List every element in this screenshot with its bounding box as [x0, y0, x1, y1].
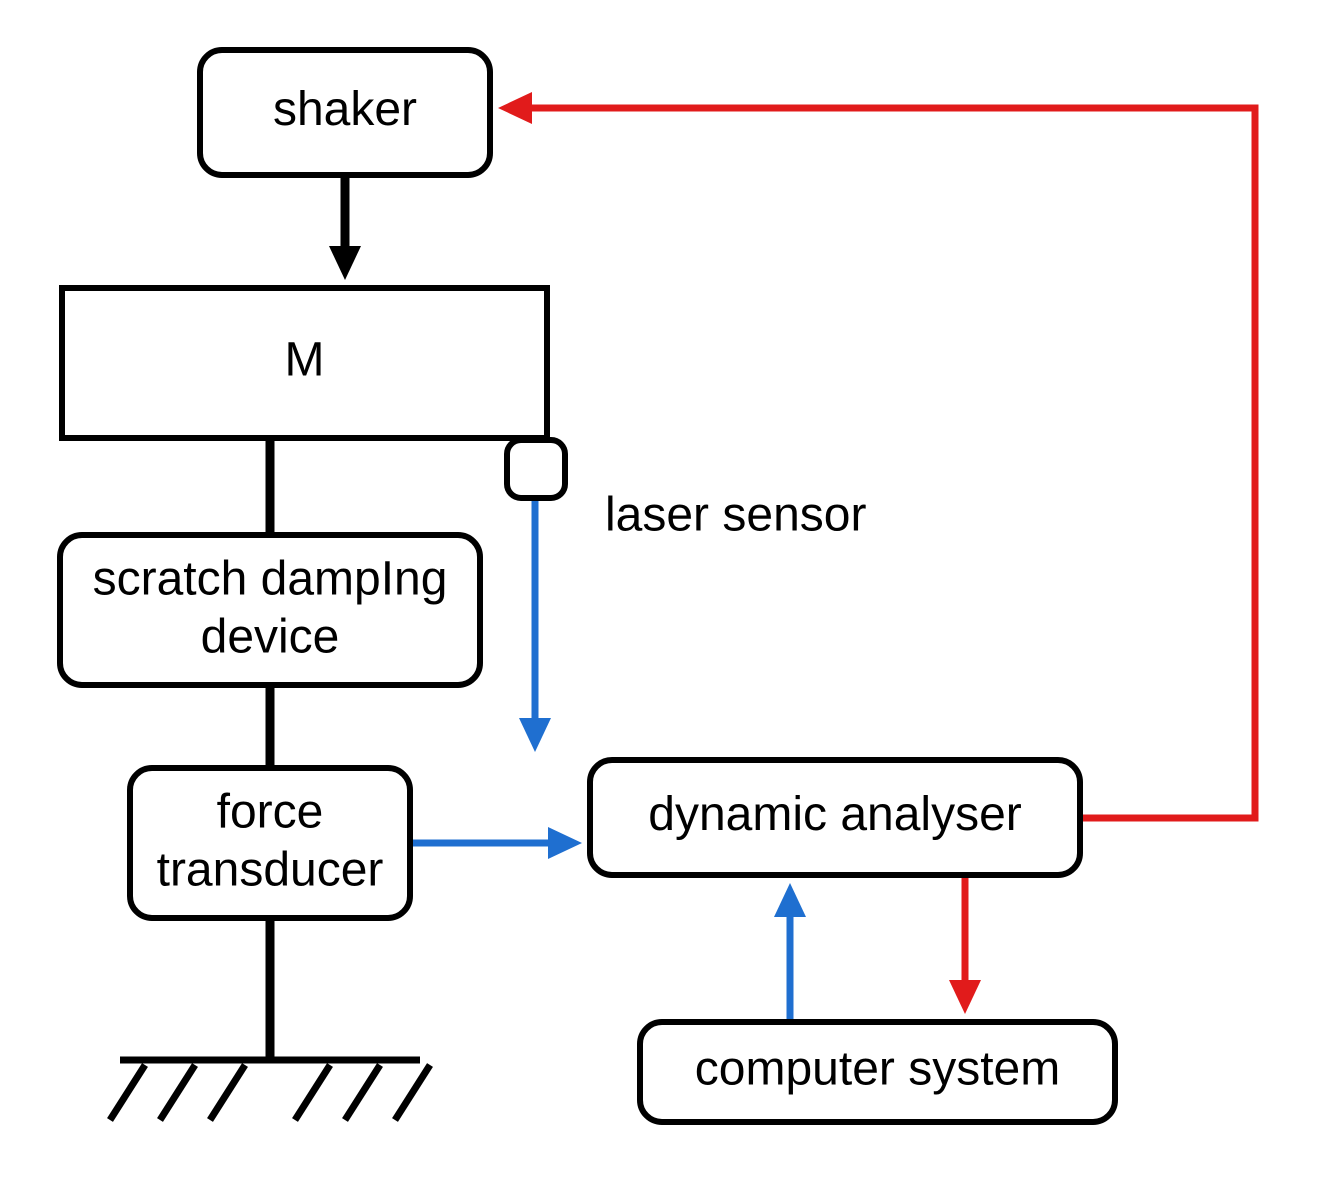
- node-scratch-damping-device: scratch dampIng device: [60, 535, 480, 685]
- label-dynamic-analyser: dynamic analyser: [648, 788, 1022, 841]
- node-computer-system: computer system: [640, 1022, 1115, 1122]
- node-shaker: shaker: [200, 50, 490, 175]
- node-dynamic-analyser: dynamic analyser: [590, 760, 1080, 875]
- edge-an-to-comp: [949, 875, 981, 1014]
- edge-comp-to-an: [774, 883, 806, 1022]
- label-force-line1: force: [217, 786, 324, 839]
- label-shaker: shaker: [273, 83, 417, 136]
- label-scratch-line1: scratch dampIng: [93, 553, 448, 606]
- label-computer-system: computer system: [695, 1043, 1060, 1096]
- edge-shaker-to-m: [329, 175, 361, 280]
- ground-symbol: [110, 1060, 430, 1120]
- label-laser-sensor: laser sensor: [605, 489, 866, 542]
- edge-sensor-to-an: [519, 498, 551, 752]
- edge-an-to-shaker: [498, 92, 1255, 818]
- node-mass: M: [62, 288, 547, 438]
- node-laser-sensor: laser sensor: [507, 440, 866, 542]
- label-scratch-line2: device: [201, 611, 340, 664]
- node-force-transducer: force transducer: [130, 768, 410, 918]
- label-force-line2: transducer: [157, 844, 384, 897]
- label-mass: M: [285, 334, 325, 387]
- edge-ft-to-analyser: [410, 827, 582, 859]
